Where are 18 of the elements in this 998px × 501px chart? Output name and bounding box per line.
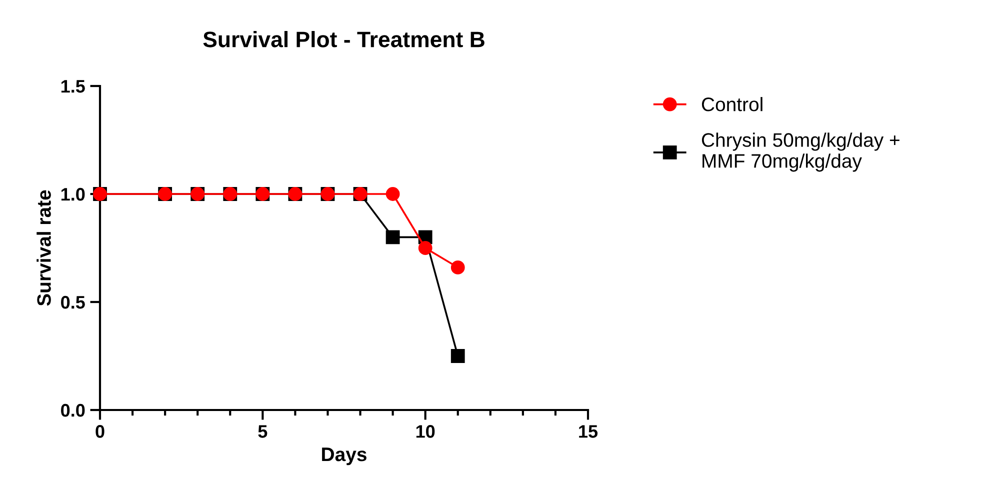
y-tick-label: 1.5	[61, 80, 85, 93]
x-axis-title: Days	[322, 448, 366, 466]
x-tick-label: 0	[96, 425, 104, 438]
x-tick-label: 5	[258, 425, 268, 438]
point	[418, 241, 432, 255]
point	[386, 187, 400, 201]
y-tick-label: 0.5	[61, 296, 85, 309]
point	[450, 260, 465, 274]
y-tick-label: 1.0	[61, 188, 85, 201]
x-tick-label: 10	[416, 425, 435, 438]
x-tick-label: 15	[579, 425, 598, 438]
point	[450, 349, 465, 363]
legend-label: Chrysin 50mg/kg/day + MMF 70mg/kg/day	[702, 132, 900, 172]
y-tick-label: 0.0	[61, 404, 85, 417]
point	[386, 230, 400, 244]
legend-label: Control	[702, 97, 762, 112]
y-axis-title: Survival rate	[36, 190, 51, 306]
chart-title: Survival Plot - Treatment B	[203, 31, 484, 48]
